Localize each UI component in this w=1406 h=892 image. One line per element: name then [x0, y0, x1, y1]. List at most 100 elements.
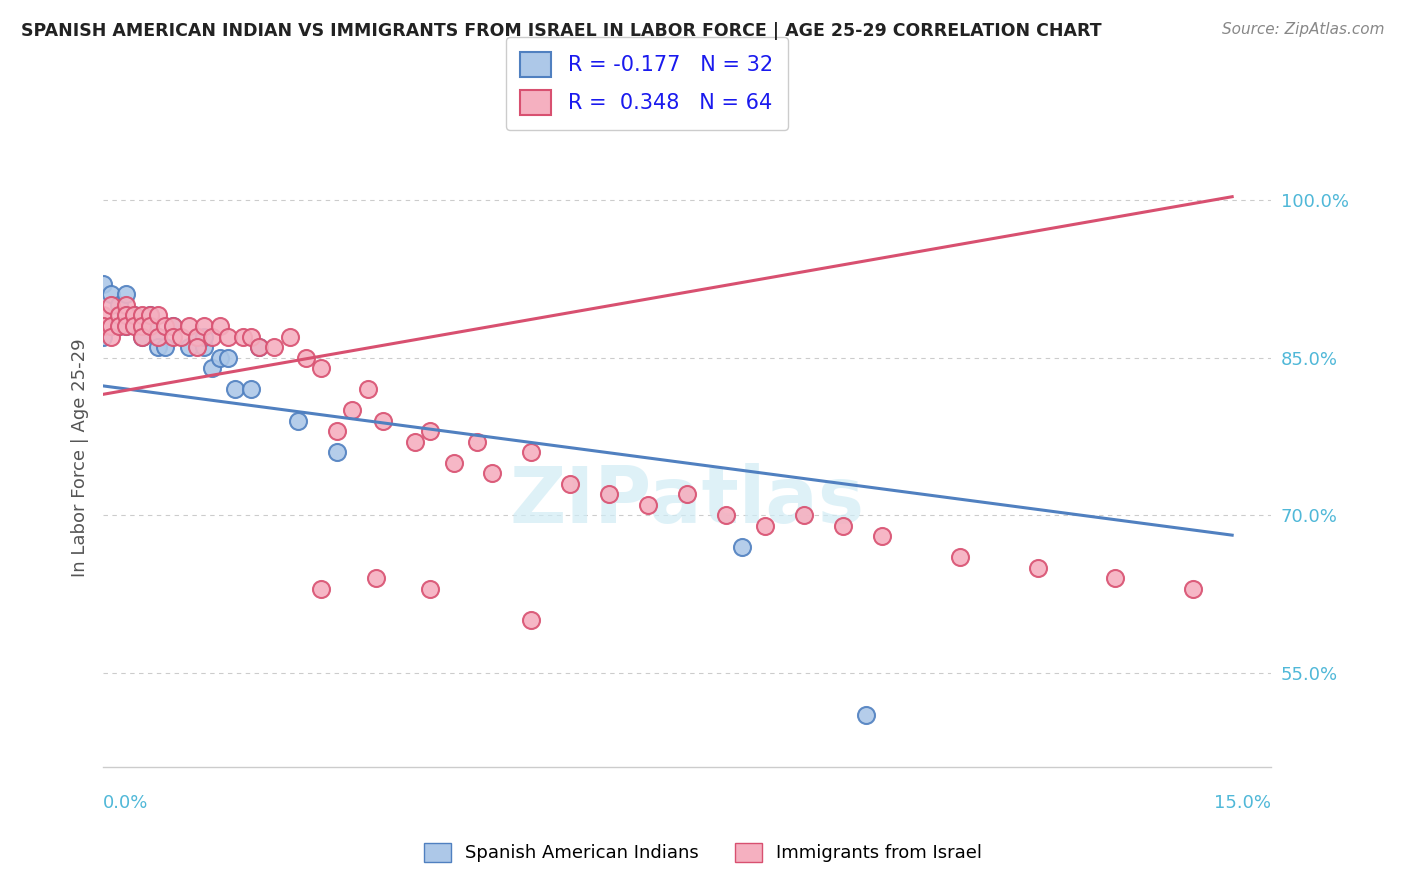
Point [115, 318, 138, 333]
Point [177, 318, 200, 333]
Point [155, 318, 177, 333]
Point [949, 550, 972, 565]
Point [364, 571, 387, 585]
Point [131, 318, 153, 333]
Point [232, 329, 254, 343]
Point [443, 456, 465, 470]
Point [325, 445, 347, 459]
Point [208, 351, 231, 365]
Point [676, 487, 699, 501]
Point [100, 287, 122, 301]
Point [730, 540, 752, 554]
Point [139, 309, 162, 323]
Legend: Spanish American Indians, Immigrants from Israel: Spanish American Indians, Immigrants fro… [416, 836, 990, 870]
Point [100, 318, 122, 333]
Point [870, 529, 893, 543]
Legend: R = -0.177   N = 32, R =  0.348   N = 64: R = -0.177 N = 32, R = 0.348 N = 64 [506, 37, 787, 129]
Point [107, 298, 129, 312]
Text: Source: ZipAtlas.com: Source: ZipAtlas.com [1222, 22, 1385, 37]
Text: SPANISH AMERICAN INDIAN VS IMMIGRANTS FROM ISRAEL IN LABOR FORCE | AGE 25-29 COR: SPANISH AMERICAN INDIAN VS IMMIGRANTS FR… [21, 22, 1102, 40]
Point [115, 309, 138, 323]
Point [170, 329, 193, 343]
Point [186, 340, 208, 354]
Point [107, 309, 129, 323]
Point [793, 508, 815, 523]
Point [193, 318, 215, 333]
Point [217, 351, 239, 365]
Point [146, 340, 169, 354]
Point [146, 309, 169, 323]
Point [404, 434, 426, 449]
Point [146, 329, 169, 343]
Point [520, 613, 543, 627]
Point [560, 476, 582, 491]
Point [637, 498, 659, 512]
Point [287, 414, 309, 428]
Point [263, 340, 285, 354]
Point [115, 309, 138, 323]
Point [247, 340, 270, 354]
Point [139, 318, 162, 333]
Point [1182, 582, 1205, 596]
Point [373, 414, 395, 428]
Point [131, 309, 153, 323]
Point [325, 424, 347, 438]
Point [831, 518, 853, 533]
Point [240, 329, 263, 343]
Point [100, 298, 122, 312]
Text: ZIPatlas: ZIPatlas [509, 463, 865, 539]
Text: 15.0%: 15.0% [1215, 794, 1271, 812]
Point [357, 382, 380, 396]
Point [186, 329, 208, 343]
Point [115, 318, 138, 333]
Point [419, 582, 441, 596]
Point [100, 318, 122, 333]
Point [131, 318, 153, 333]
Point [139, 318, 162, 333]
Point [520, 445, 543, 459]
Point [855, 707, 877, 722]
Point [115, 287, 138, 301]
Point [162, 329, 184, 343]
Point [294, 351, 316, 365]
Point [224, 382, 246, 396]
Point [100, 329, 122, 343]
Point [91, 309, 114, 323]
Point [107, 318, 129, 333]
Point [131, 329, 153, 343]
Point [162, 318, 184, 333]
Point [124, 309, 146, 323]
Point [481, 466, 503, 480]
Point [217, 329, 239, 343]
Point [115, 298, 138, 312]
Point [155, 340, 177, 354]
Point [124, 318, 146, 333]
Point [247, 340, 270, 354]
Point [201, 329, 224, 343]
Point [754, 518, 776, 533]
Point [598, 487, 620, 501]
Point [1104, 571, 1126, 585]
Point [91, 329, 114, 343]
Point [124, 309, 146, 323]
Point [107, 318, 129, 333]
Text: 0.0%: 0.0% [103, 794, 149, 812]
Point [309, 582, 332, 596]
Point [342, 403, 364, 417]
Point [309, 361, 332, 376]
Point [193, 329, 215, 343]
Point [419, 424, 441, 438]
Point [139, 309, 162, 323]
Point [186, 329, 208, 343]
Point [201, 361, 224, 376]
Point [465, 434, 488, 449]
Point [193, 340, 215, 354]
Point [177, 340, 200, 354]
Y-axis label: In Labor Force | Age 25-29: In Labor Force | Age 25-29 [72, 338, 89, 577]
Point [240, 382, 263, 396]
Point [278, 329, 301, 343]
Point [714, 508, 737, 523]
Point [208, 318, 231, 333]
Point [91, 318, 114, 333]
Point [162, 318, 184, 333]
